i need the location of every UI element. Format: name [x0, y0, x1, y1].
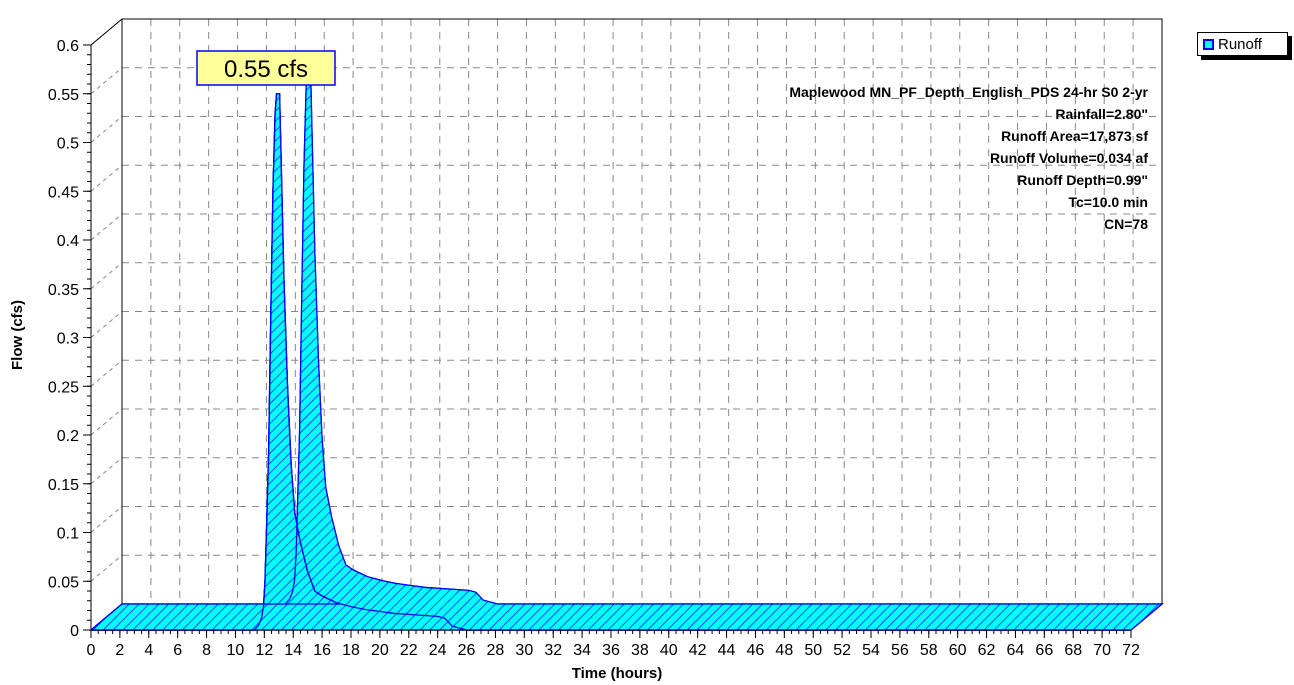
y-tick-label-4: 0.2 — [57, 428, 79, 445]
x-tick-label-11: 22 — [400, 642, 418, 659]
x-tick-label-28: 56 — [891, 642, 909, 659]
grid-y-wall-3 — [90, 457, 123, 485]
x-tick-label-10: 20 — [371, 642, 389, 659]
x-tick-label-15: 30 — [515, 642, 533, 659]
axis-labels: 0 0.05 0.1 0.15 0.2 0.25 0.3 0.35 0.4 0.45 0.5 0.55… — [48, 38, 1140, 659]
x-tick-label-3: 6 — [173, 642, 182, 659]
grid-y-wall-9 — [90, 164, 123, 192]
grid-y-wall-6 — [90, 311, 123, 338]
runoff-series — [89, 67, 1164, 631]
grid-y-wall-8 — [90, 213, 123, 241]
x-tick-label-31: 62 — [978, 642, 996, 659]
y-tick-label-2: 0.1 — [57, 526, 79, 543]
x-tick-label-14: 28 — [487, 642, 505, 659]
x-tick-label-20: 40 — [660, 642, 678, 659]
x-tick-label-22: 44 — [718, 642, 736, 659]
x-tick-label-34: 68 — [1064, 642, 1082, 659]
x-tick-label-7: 14 — [284, 642, 302, 659]
y-tick-label-6: 0.3 — [57, 331, 79, 348]
x-tick-label-12: 24 — [429, 642, 447, 659]
x-tick-label-33: 66 — [1035, 642, 1053, 659]
plot-frame — [90, 18, 1163, 631]
runoff-front-face — [91, 93, 1131, 631]
info-line-1: Rainfall=2.80" — [1055, 106, 1148, 122]
x-tick-label-30: 60 — [949, 642, 967, 659]
x-tick-label-27: 54 — [862, 642, 880, 659]
grid-y-wall-10 — [90, 116, 123, 143]
info-box: Maplewood MN_PF_Depth_English_PDS 24-hr … — [789, 84, 1148, 232]
runoff-line — [91, 92, 1131, 631]
grid-y-wall-4 — [90, 408, 123, 436]
info-line-0: Maplewood MN_PF_Depth_English_PDS 24-hr … — [789, 84, 1148, 100]
info-line-5: Tc=10.0 min — [1068, 194, 1148, 210]
y-tick-label-9: 0.45 — [48, 184, 79, 201]
x-tick-label-13: 26 — [458, 642, 476, 659]
y-tick-label-12: 0.6 — [57, 38, 79, 55]
x-tick-label-17: 34 — [573, 642, 591, 659]
x-tick-label-1: 2 — [115, 642, 124, 659]
x-tick-label-16: 32 — [544, 642, 562, 659]
peak-callout: 0.55 cfs — [196, 50, 336, 86]
x-tick-label-24: 48 — [775, 642, 793, 659]
info-line-4: Runoff Depth=0.99" — [1017, 172, 1148, 188]
legend-label-runoff: Runoff — [1218, 35, 1262, 53]
grid-y-wall-5 — [90, 359, 123, 387]
x-tick-label-25: 50 — [804, 642, 822, 659]
x-tick-label-18: 36 — [602, 642, 620, 659]
grid-lines — [90, 18, 1163, 631]
y-tick-label-11: 0.55 — [48, 87, 79, 104]
x-tick-label-8: 16 — [313, 642, 331, 659]
info-line-2: Runoff Area=17,873 sf — [1001, 128, 1148, 144]
x-tick-label-4: 8 — [202, 642, 211, 659]
x-tick-label-5: 10 — [227, 642, 245, 659]
y-tick-label-1: 0.05 — [48, 574, 79, 591]
x-tick-label-0: 0 — [87, 642, 96, 659]
grid-y-wall-2 — [90, 506, 123, 533]
y-tick-label-5: 0.25 — [48, 379, 79, 396]
left-wall-top-edge — [90, 18, 123, 46]
x-tick-label-2: 4 — [144, 642, 153, 659]
x-tick-label-35: 70 — [1093, 642, 1111, 659]
y-axis-title: Flow (cfs) — [9, 300, 26, 370]
grid-y-wall-1 — [90, 554, 123, 582]
x-tick-label-19: 38 — [631, 642, 649, 659]
info-line-6: CN=78 — [1104, 216, 1148, 232]
grid-y-wall-7 — [90, 262, 123, 290]
legend: Runoff — [1197, 32, 1288, 56]
x-tick-label-21: 42 — [689, 642, 707, 659]
x-tick-label-9: 18 — [342, 642, 360, 659]
peak-label-box — [196, 50, 336, 86]
y-tick-label-0: 0 — [70, 623, 79, 640]
x-tick-label-32: 64 — [1007, 642, 1025, 659]
y-tick-label-7: 0.35 — [48, 282, 79, 299]
grid-y-wall-11 — [90, 67, 123, 95]
legend-swatch-runoff — [1203, 38, 1214, 50]
axes — [83, 44, 1132, 638]
y-tick-label-3: 0.15 — [48, 477, 79, 494]
x-axis-title: Time (hours) — [572, 665, 663, 682]
x-tick-label-6: 12 — [255, 642, 273, 659]
y-tick-label-8: 0.4 — [57, 233, 79, 250]
x-tick-label-26: 52 — [833, 642, 851, 659]
info-line-3: Runoff Volume=0.034 af — [990, 150, 1148, 166]
peak-label: 0.55 cfs — [224, 56, 308, 83]
x-tick-label-29: 58 — [920, 642, 938, 659]
x-tick-label-36: 72 — [1122, 642, 1140, 659]
x-tick-label-23: 46 — [747, 642, 765, 659]
y-tick-label-10: 0.5 — [57, 136, 79, 153]
